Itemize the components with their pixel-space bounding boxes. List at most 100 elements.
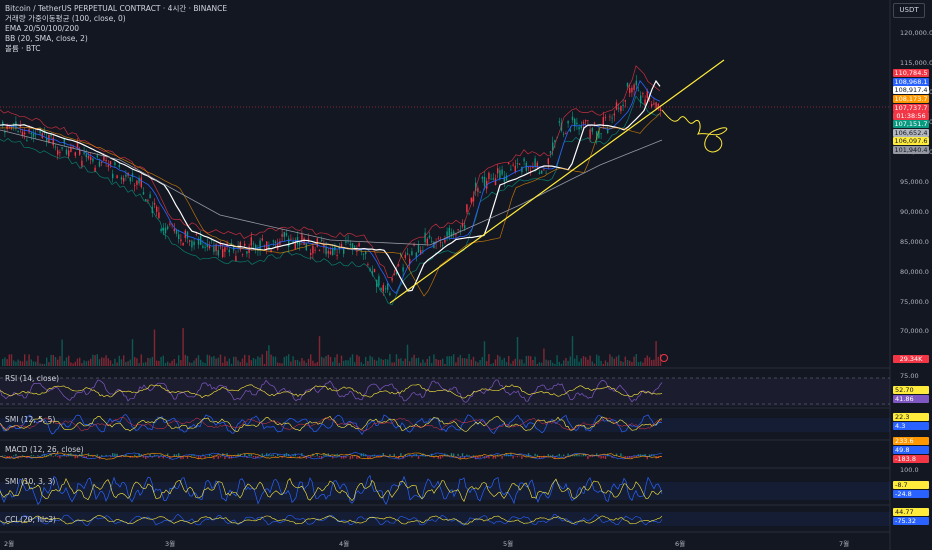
macd-histogram-bar (160, 454, 162, 457)
smi-label[interactable]: SMI (12, 5, 5) (5, 415, 56, 424)
volume-bar (158, 360, 160, 366)
price-tag: 110,784.5 (893, 69, 929, 77)
cci-label[interactable]: CCI (20, hlc3) (5, 515, 56, 524)
rsi-label[interactable]: RSI (14, close) (5, 374, 60, 383)
volume-bar (259, 357, 261, 366)
macd-histogram-bar (534, 453, 536, 457)
macd-histogram-bar (411, 456, 413, 458)
candle-body (252, 243, 255, 245)
volume-bar (340, 355, 343, 366)
macd-histogram-bar (213, 456, 215, 460)
candle-body (228, 249, 230, 253)
volume-bar (499, 356, 501, 366)
price-tag: 106,652.4 (893, 129, 929, 137)
macd-histogram-bar (105, 454, 107, 457)
volume-bar (98, 359, 101, 366)
smi2-label[interactable]: SMI (10, 3, 3) (5, 477, 56, 486)
volume-bar (492, 363, 494, 366)
candle-body (290, 238, 292, 240)
indicator-ema[interactable]: EMA 20/50/100/200 (5, 24, 80, 33)
candle-body (125, 174, 127, 177)
volume-bar (604, 360, 607, 366)
candle-body (492, 178, 494, 180)
macd-histogram-bar (169, 456, 171, 460)
candle-body (250, 237, 252, 246)
volume-bar (527, 355, 530, 366)
volume-bar (237, 360, 239, 366)
volume-bar (24, 354, 26, 366)
macd-histogram-bar (244, 453, 246, 457)
macd-histogram-bar (494, 456, 497, 459)
candle-body (283, 231, 285, 237)
pane-value-tag: -24.8 (893, 490, 929, 498)
candle-body (288, 238, 290, 248)
candle-body (373, 268, 376, 273)
macd-label[interactable]: MACD (12, 26, close) (5, 445, 84, 454)
volume-bar (464, 358, 466, 366)
volume-bar (549, 360, 552, 366)
volume-bar (127, 361, 129, 366)
candle-body (536, 162, 538, 168)
volume-bar (8, 354, 10, 366)
volume-bar (327, 354, 329, 366)
volume-bar (532, 359, 534, 366)
macd-histogram-bar (505, 453, 508, 457)
volume-bar (288, 354, 290, 366)
macd-histogram-bar (65, 456, 68, 457)
volume-bar (37, 355, 39, 366)
candle-body (585, 119, 587, 122)
macd-histogram-bar (406, 456, 409, 457)
macd-histogram-bar (512, 456, 514, 459)
candle-body (655, 102, 657, 109)
volume-bar (488, 354, 490, 366)
macd-histogram-bar (424, 454, 426, 457)
volume-bar (173, 358, 175, 366)
indicator-vwma[interactable]: 거래량 가중이동평균 (100, close, 0) (5, 14, 126, 23)
candle-body (514, 165, 516, 172)
volume-bar (125, 361, 127, 366)
macd-histogram-bar (116, 453, 118, 457)
indicator-bb[interactable]: BB (20, SMA, close, 2) (5, 34, 88, 43)
volume-bar (607, 362, 609, 366)
volume-bar (371, 357, 373, 366)
volume-bar (461, 358, 464, 366)
candle-body (303, 238, 305, 245)
macd-histogram-bar (162, 456, 164, 459)
candle-body (398, 264, 400, 266)
price-tag: 107,737.7 (893, 104, 929, 112)
candle-body (213, 246, 215, 252)
volume-bar (281, 363, 283, 366)
candle-body (574, 118, 576, 127)
volume-bar (323, 357, 325, 366)
price-tag: 106,097.6 (893, 137, 929, 145)
macd-histogram-bar (81, 453, 83, 457)
macd-histogram-bar (468, 455, 470, 457)
indicator-volume[interactable]: 볼륨 · BTC (5, 44, 41, 53)
candle-body (545, 172, 547, 174)
volume-bar (167, 361, 169, 366)
volume-bar (329, 356, 332, 366)
volume-bar (598, 355, 600, 366)
pane-tick: 100.0 (900, 466, 919, 474)
volume-bar (314, 363, 316, 366)
volume-bar (589, 355, 591, 366)
currency-button[interactable]: USDT (893, 3, 925, 18)
volume-bar (655, 341, 657, 366)
candle-body (523, 158, 525, 162)
macd-histogram-bar (215, 456, 217, 457)
date-tick-feb: 2월 (4, 540, 15, 548)
candle-body (591, 127, 593, 132)
date-tick-jul: 7월 (839, 540, 850, 548)
volume-bar (505, 362, 508, 366)
candle-body (230, 242, 233, 245)
candle-body (164, 227, 167, 234)
volume-bar (450, 356, 453, 366)
macd-histogram-bar (57, 456, 59, 457)
candle-body (206, 244, 208, 247)
symbol-title[interactable]: Bitcoin / TetherUS PERPETUAL CONTRACT · … (5, 4, 228, 13)
macd-histogram-bar (301, 453, 303, 457)
macd-histogram-bar (351, 456, 354, 459)
volume-bar (439, 359, 442, 366)
candle-body (521, 166, 523, 173)
